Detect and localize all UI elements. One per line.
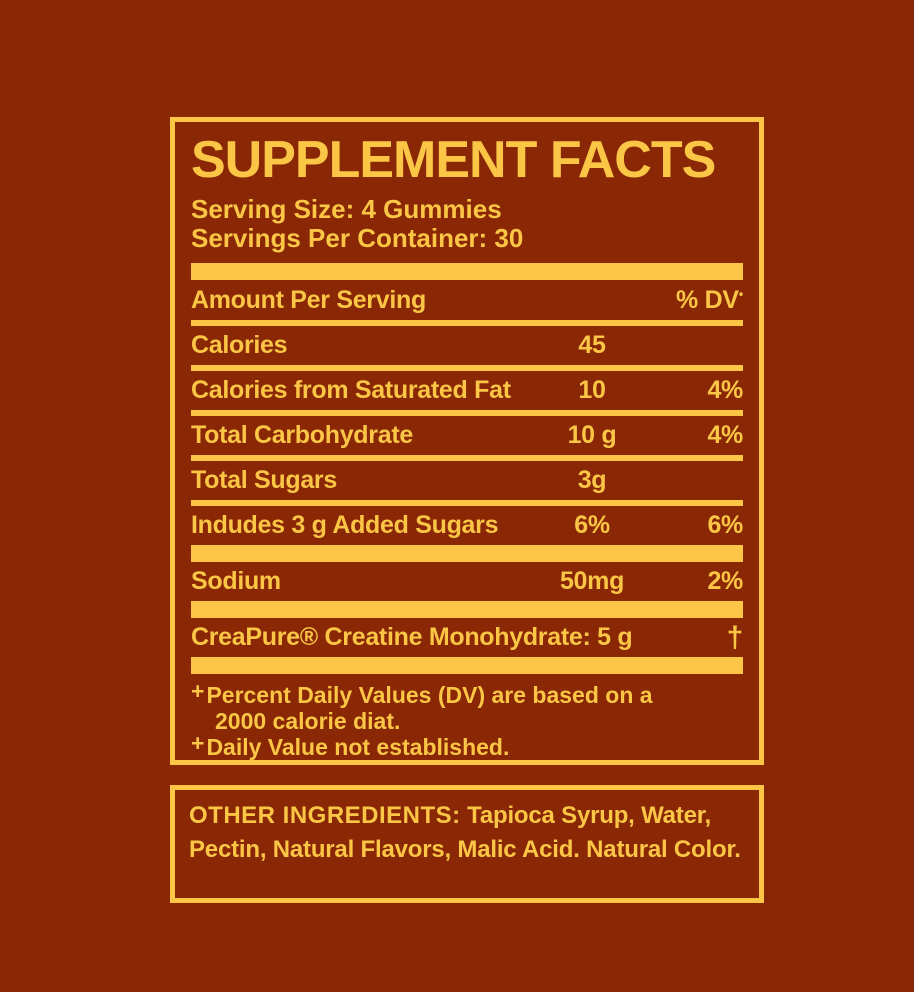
- separator-thick: [191, 545, 743, 563]
- other-ingredients-heading: OTHER INGREDIENTS:: [189, 802, 461, 829]
- separator: [191, 500, 743, 507]
- nutrient-name: Indudes 3 g Added Sugars: [191, 511, 499, 540]
- table-header-row: Amount Per Serving % DV•: [191, 280, 743, 320]
- nutrient-amount: 45: [578, 331, 606, 360]
- nutrient-name: Calories from Saturated Fat: [191, 376, 511, 405]
- nutrient-dv: 4%: [707, 376, 743, 405]
- nutrient-name: Total Carbohydrate: [191, 421, 413, 450]
- nutrient-amount: 6%: [574, 511, 610, 540]
- separator-thick: [191, 263, 743, 281]
- footnote-dv-text: Percent Daily Values (DV) are based on a…: [206, 682, 653, 735]
- servings-per-container: Servings Per Container: 30: [191, 223, 524, 254]
- table-row-creatine: CreaPure® Creatine Monohydrate: 5 g †: [191, 620, 743, 654]
- footnotes: +Percent Daily Values (DV) are based on …: [191, 678, 743, 761]
- dv-header: % DV•: [651, 286, 743, 315]
- nutrient-amount: 50mg: [559, 567, 625, 596]
- separator: [191, 455, 743, 462]
- nutrient-name: CreaPure® Creatine Monohydrate: 5 g: [191, 623, 633, 652]
- footnote-established-text: Daily Value not established.: [206, 734, 510, 761]
- other-ingredients-text: Tapioca Syrup, Water, Pectin, Natural Fl…: [189, 802, 741, 863]
- nutrient-dv: 4%: [707, 421, 743, 450]
- dv-footnote-dot-mark: •: [738, 286, 744, 302]
- amount-per-serving-header: Amount Per Serving: [191, 285, 426, 314]
- nutrient-dv: 6%: [707, 511, 743, 540]
- nutrient-name: Calories: [191, 331, 288, 360]
- separator: [191, 320, 743, 327]
- table-row-total-carbohydrate: Total Carbohydrate 10 g 4%: [191, 416, 743, 455]
- separator-thick: [191, 601, 743, 619]
- plus-mark: +: [191, 678, 205, 705]
- nutrient-dv: 2%: [707, 567, 743, 596]
- table-row-sodium: Sodium 50mg 2%: [191, 562, 743, 601]
- plus-mark: +: [191, 730, 205, 757]
- dv-header-label: % DV: [676, 285, 739, 314]
- nutrient-name: Sodium: [191, 567, 281, 596]
- nutrient-amount: 10 g: [567, 421, 617, 450]
- table-row-calories: Calories 45: [191, 326, 743, 365]
- panel-title: SUPPLEMENT FACTS: [191, 131, 716, 189]
- other-ingredients-panel: OTHER INGREDIENTS: Tapioca Syrup, Water,…: [170, 785, 764, 903]
- separator: [191, 410, 743, 417]
- supplement-facts-panel: SUPPLEMENT FACTS Serving Size: 4 Gummies…: [170, 117, 764, 765]
- table-row-calories-sat-fat: Calories from Saturated Fat 10 4%: [191, 371, 743, 410]
- nutrient-name: Total Sugars: [191, 466, 337, 495]
- table-row-total-sugars: Total Sugars 3g: [191, 461, 743, 500]
- separator-thick: [191, 657, 743, 675]
- nutrient-amount: 10: [578, 376, 606, 405]
- serving-size: Serving Size: 4 Gummies: [191, 194, 502, 225]
- footnote-dv: +Percent Daily Values (DV) are based on …: [191, 678, 703, 735]
- table-row-added-sugars: Indudes 3 g Added Sugars 6% 6%: [191, 506, 743, 545]
- separator: [191, 365, 743, 372]
- footnote-established: +Daily Value not established.: [191, 730, 743, 761]
- nutrient-amount: 3g: [577, 466, 607, 495]
